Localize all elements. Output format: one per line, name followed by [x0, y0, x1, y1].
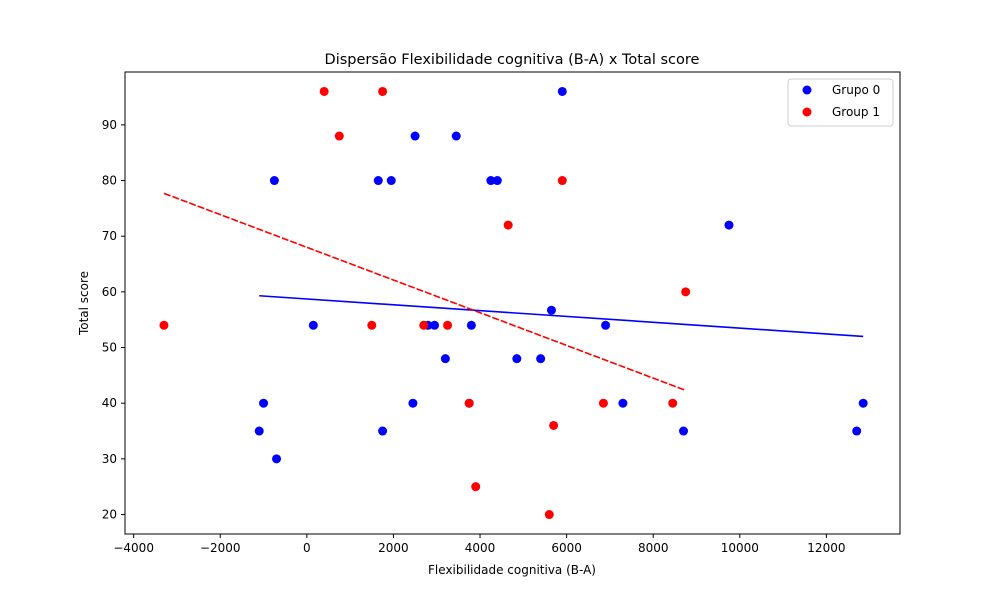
grupo-0-point-7: [492, 176, 502, 186]
y-tick-label: 90: [102, 118, 117, 132]
y-tick-label: 40: [102, 396, 117, 410]
grupo-0-point-5: [386, 176, 396, 186]
x-tick-label: −4000: [113, 541, 154, 555]
x-tick-label: 10000: [721, 541, 759, 555]
grupo-0-point-15: [440, 354, 450, 364]
x-axis-label: Flexibilidade cognitiva (B-A): [428, 563, 596, 577]
x-tick-label: −2000: [200, 541, 241, 555]
legend: Grupo 0 Group 1: [787, 78, 894, 127]
group-1-point-11: [598, 398, 608, 408]
grupo-0-point-4: [373, 176, 383, 186]
grupo-0-point-10: [308, 320, 318, 330]
x-tick-label: 8000: [638, 541, 669, 555]
group-1-point-1: [378, 86, 388, 96]
group-1-point-12: [668, 398, 678, 408]
grupo-0-point-23: [254, 426, 264, 436]
grupo-0-point-12: [430, 320, 440, 330]
y-tick-label: 70: [102, 229, 117, 243]
grupo-0-point-6: [486, 176, 496, 186]
group-1-point-15: [544, 510, 554, 520]
y-axis-label: Total score: [77, 271, 91, 336]
grupo-0-point-24: [378, 426, 388, 436]
grupo-0-point-8: [724, 220, 734, 230]
y-tick-label: 50: [102, 341, 117, 355]
x-tick-label: 0: [303, 541, 311, 555]
grupo-0-point-19: [408, 398, 418, 408]
grupo-0-point-13: [466, 320, 476, 330]
group-1-point-2: [334, 131, 344, 141]
group-1-point-5: [681, 287, 691, 297]
plot-frame: [124, 71, 901, 535]
grupo-0-point-26: [852, 426, 862, 436]
grupo-0-point-27: [272, 454, 282, 464]
y-tick-label: 30: [102, 452, 117, 466]
y-tick-label: 60: [102, 285, 117, 299]
group-1-legend-marker: [802, 107, 812, 117]
grupo-0-point-25: [679, 426, 689, 436]
x-axis: −4000 −2000 0 2000 4000 6000 8000 10000 12000: [113, 534, 845, 555]
group-1-point-0: [319, 86, 329, 96]
x-tick-label: 12000: [807, 541, 845, 555]
legend-box: [787, 78, 894, 127]
grupo-0-point-0: [557, 86, 567, 96]
y-tick-label: 80: [102, 174, 117, 188]
group-1-point-8: [419, 320, 429, 330]
grupo-0-legend-label: Grupo 0: [832, 83, 880, 97]
grupo-0-point-18: [259, 398, 269, 408]
y-axis: 20 30 40 50 60 70 80 90: [102, 118, 125, 522]
grupo-0-point-21: [618, 398, 628, 408]
grupo-0-point-2: [451, 131, 461, 141]
grupo-0-legend-marker: [802, 85, 812, 95]
group-1-legend-label: Group 1: [832, 105, 880, 119]
group-1-point-7: [367, 320, 377, 330]
grupo-0-point-9: [546, 305, 556, 315]
group-1-trend-line: [163, 192, 686, 392]
plot-area: [159, 86, 868, 520]
x-tick-label: 2000: [378, 541, 409, 555]
group-1-point-3: [557, 176, 567, 186]
grupo-0-point-22: [858, 398, 868, 408]
group-1-point-4: [503, 220, 513, 230]
grupo-0-trend-line: [259, 294, 864, 338]
y-tick-label: 20: [102, 508, 117, 522]
grupo-0-point-1: [410, 131, 420, 141]
x-tick-label: 4000: [465, 541, 496, 555]
grupo-0-point-16: [512, 354, 522, 364]
grupo-0-point-3: [269, 176, 279, 186]
grupo-0-point-14: [601, 320, 611, 330]
x-tick-label: 6000: [551, 541, 582, 555]
group-1-point-9: [443, 320, 453, 330]
grupo-0-point-17: [536, 354, 546, 364]
group-1-point-14: [471, 482, 481, 492]
group-1-point-13: [549, 420, 559, 430]
chart-title: Dispersão Flexibilidade cognitiva (B-A) …: [325, 52, 700, 68]
group-1-point-10: [464, 398, 474, 408]
group-1-point-6: [159, 320, 169, 330]
